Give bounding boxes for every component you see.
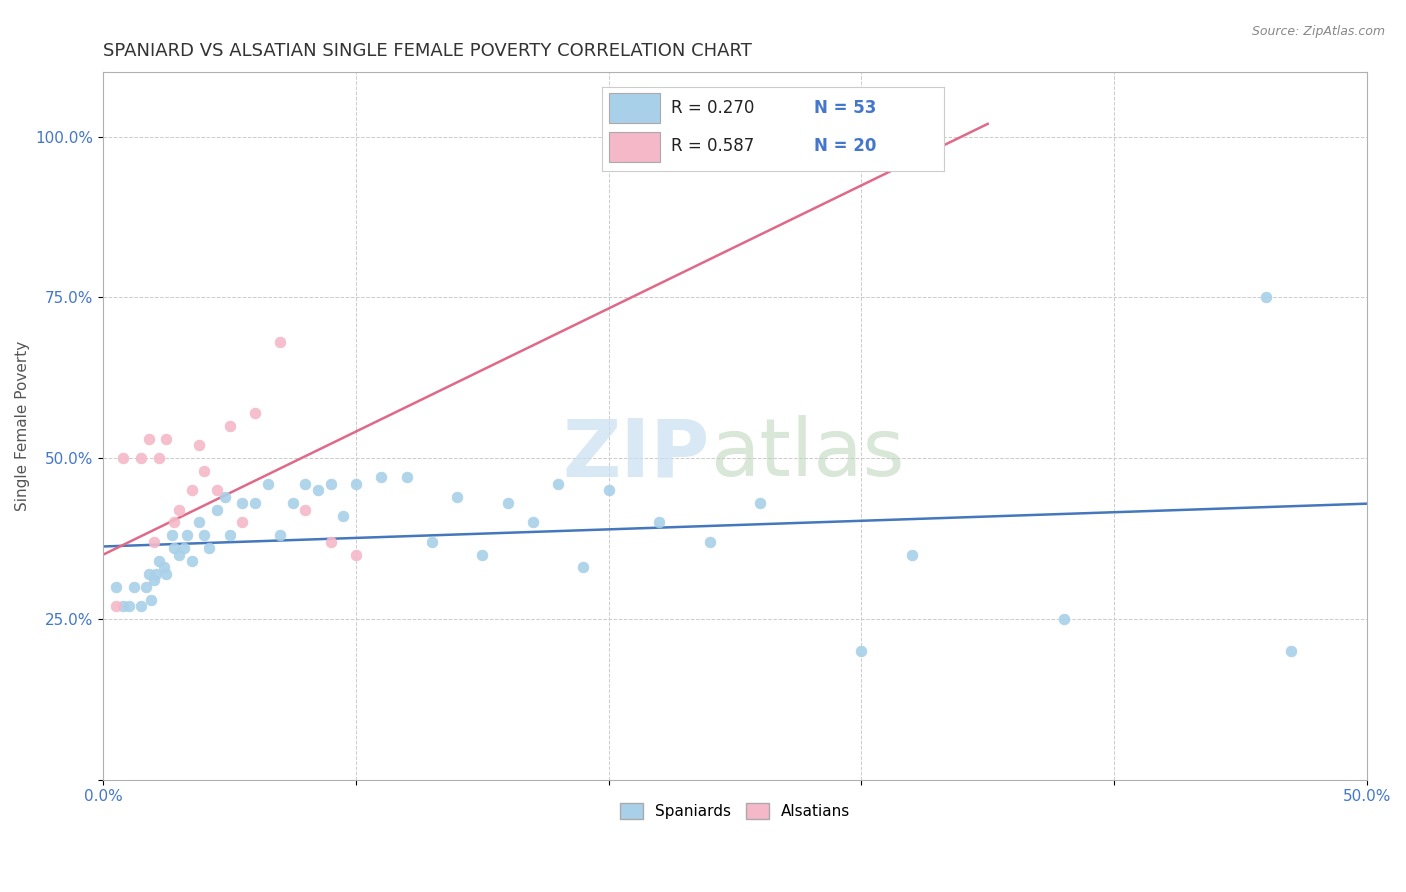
Point — [446, 490, 468, 504]
Point — [344, 476, 367, 491]
Point — [370, 470, 392, 484]
Point — [319, 476, 342, 491]
Point — [269, 335, 291, 350]
Point — [522, 516, 544, 530]
Text: ZIP: ZIP — [562, 416, 710, 493]
Point — [193, 464, 215, 478]
Point — [420, 534, 443, 549]
Point — [307, 483, 329, 498]
Point — [112, 599, 135, 613]
Point — [141, 592, 163, 607]
Point — [155, 432, 177, 446]
Point — [180, 554, 202, 568]
Point — [104, 599, 127, 613]
Point — [188, 438, 211, 452]
Point — [1052, 612, 1074, 626]
Point — [851, 644, 873, 658]
Point — [135, 580, 157, 594]
Point — [901, 548, 924, 562]
Point — [319, 534, 342, 549]
Point — [496, 496, 519, 510]
Legend: Spaniards, Alsatians: Spaniards, Alsatians — [613, 797, 856, 825]
Point — [153, 560, 176, 574]
Point — [395, 470, 418, 484]
Point — [138, 432, 160, 446]
Point — [148, 451, 170, 466]
Point — [281, 496, 304, 510]
Point — [129, 451, 152, 466]
Point — [218, 419, 240, 434]
Point — [193, 528, 215, 542]
Point — [163, 516, 186, 530]
Point — [547, 476, 569, 491]
Point — [214, 490, 236, 504]
Point — [256, 476, 278, 491]
Point — [294, 476, 316, 491]
Point — [1254, 290, 1277, 304]
Point — [198, 541, 221, 556]
Point — [142, 534, 165, 549]
Point — [142, 574, 165, 588]
Point — [173, 541, 195, 556]
Text: atlas: atlas — [710, 416, 904, 493]
Point — [148, 554, 170, 568]
Point — [243, 406, 266, 420]
Text: Source: ZipAtlas.com: Source: ZipAtlas.com — [1251, 25, 1385, 38]
Point — [332, 508, 354, 523]
Point — [294, 502, 316, 516]
Point — [243, 496, 266, 510]
Point — [598, 483, 620, 498]
Point — [231, 516, 253, 530]
Point — [112, 451, 135, 466]
Point — [104, 580, 127, 594]
Point — [138, 566, 160, 581]
Point — [231, 496, 253, 510]
Point — [160, 528, 183, 542]
Point — [269, 528, 291, 542]
Point — [188, 516, 211, 530]
Point — [205, 483, 228, 498]
Point — [218, 528, 240, 542]
Point — [155, 566, 177, 581]
Point — [1279, 644, 1302, 658]
Text: SPANIARD VS ALSATIAN SINGLE FEMALE POVERTY CORRELATION CHART: SPANIARD VS ALSATIAN SINGLE FEMALE POVER… — [103, 42, 752, 60]
Point — [167, 548, 190, 562]
Point — [572, 560, 595, 574]
Point — [176, 528, 198, 542]
Point — [648, 516, 671, 530]
Point — [471, 548, 494, 562]
Y-axis label: Single Female Poverty: Single Female Poverty — [15, 341, 30, 511]
Point — [205, 502, 228, 516]
Point — [180, 483, 202, 498]
Point — [344, 548, 367, 562]
Point — [117, 599, 139, 613]
Point — [749, 496, 772, 510]
Point — [122, 580, 145, 594]
Point — [163, 541, 186, 556]
Point — [129, 599, 152, 613]
Point — [167, 502, 190, 516]
Point — [699, 534, 721, 549]
Point — [145, 566, 167, 581]
